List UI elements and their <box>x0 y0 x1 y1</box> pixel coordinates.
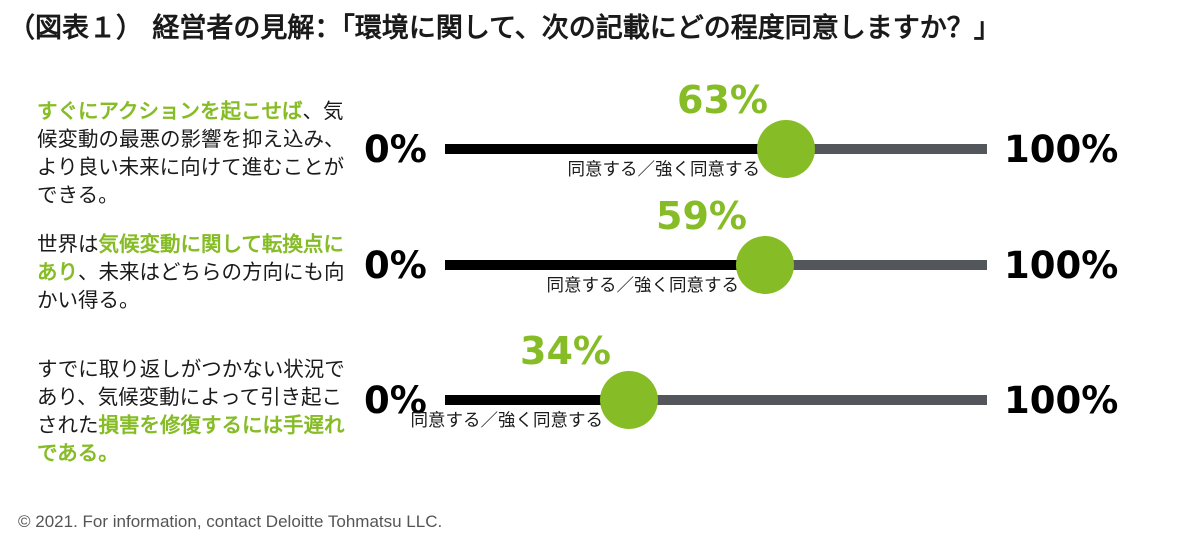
statement-normal: すでに取り返しがつかない状況であり、気候変動によって引き起こされた <box>37 357 345 437</box>
value-label: 59% <box>656 194 747 238</box>
statement-highlight: 損害を修復するには手遅れである。 <box>37 413 345 465</box>
statement-text: すでに取り返しがつかない状況であり、気候変動によって引き起こされた損害を修復する… <box>37 355 347 467</box>
bar-track: 59% 同意する／強く同意する <box>445 194 987 296</box>
scale-max-label: 100% <box>1004 244 1119 287</box>
statement-highlight: すぐにアクションを起こせば <box>37 99 303 123</box>
value-marker-dot <box>736 236 794 294</box>
value-marker-dot <box>757 120 815 178</box>
caption-label: 同意する／強く同意する <box>546 276 740 296</box>
statement-normal: 世界は <box>37 232 99 256</box>
value-marker-dot <box>600 371 658 429</box>
chart-title: （図表１） 経営者の見解：「環境に関して、次の記載にどの程度同意しますか？」 <box>8 13 1001 44</box>
statement-text: 世界は気候変動に関して転換点にあり、未来はどちらの方向にも向かい得る。 <box>37 230 347 314</box>
bar-fill <box>445 260 765 270</box>
bar-track: 34% 同意する／強く同意する <box>411 329 987 431</box>
scale-min-label: 0% <box>364 244 427 287</box>
caption-label: 同意する／強く同意する <box>410 411 604 431</box>
statement-highlight: 気候変動に関して転換点にあり <box>37 232 344 284</box>
bar-track: 63% 同意する／強く同意する <box>445 78 987 180</box>
caption-label: 同意する／強く同意する <box>567 160 761 180</box>
copyright-footer: © 2021. For information, contact Deloitt… <box>18 512 443 531</box>
scale-min-label: 0% <box>364 379 427 422</box>
scale-min-label: 0% <box>364 128 427 171</box>
statement-normal: 、気候変動の最悪の影響を抑え込み、より良い未来に向けて進むことができる。 <box>37 99 345 207</box>
scale-max-label: 100% <box>1004 128 1119 171</box>
value-label: 63% <box>677 78 768 122</box>
statement-text: すぐにアクションを起こせば、気候変動の最悪の影響を抑え込み、より良い未来に向けて… <box>37 97 347 209</box>
value-label: 34% <box>520 329 611 373</box>
bar-fill <box>445 395 629 405</box>
scale-max-label: 100% <box>1004 379 1119 422</box>
bar-fill <box>445 144 786 154</box>
statement-normal: 、未来はどちらの方向にも向かい得る。 <box>37 260 345 312</box>
